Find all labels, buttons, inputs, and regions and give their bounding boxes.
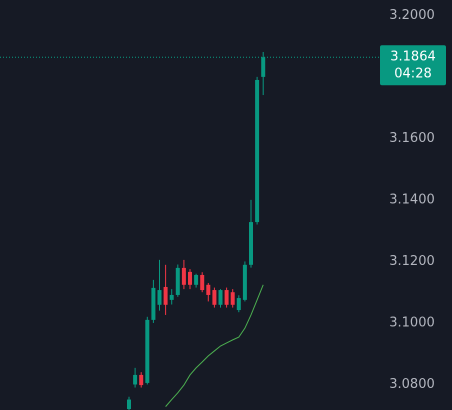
y-tick-label: 3.0800 <box>389 377 435 392</box>
candle-body <box>151 287 156 320</box>
y-tick-label: 3.1600 <box>389 131 435 146</box>
candle-body <box>175 267 180 295</box>
candle-body <box>200 274 205 291</box>
candle-body <box>139 374 144 386</box>
candle-body <box>212 290 217 305</box>
countdown-label: 04:28 <box>394 67 431 82</box>
candle-body <box>255 79 260 223</box>
y-tick-label: 3.2000 <box>389 8 435 23</box>
y-tick-label: 3.1200 <box>389 254 435 269</box>
candle-body <box>169 294 174 300</box>
candle-body <box>236 298 241 311</box>
candle-body <box>242 264 247 300</box>
candle-body <box>261 57 266 77</box>
y-tick-label: 3.1000 <box>389 315 435 330</box>
candle-body <box>218 290 223 305</box>
candle-body <box>224 290 229 305</box>
candle-body <box>145 319 150 383</box>
candle-body <box>163 286 168 305</box>
candle-body <box>230 292 235 305</box>
candle-body <box>249 222 253 265</box>
moving-average <box>165 284 264 407</box>
price-label-box <box>380 45 446 86</box>
candle-body <box>157 290 162 305</box>
last-price-label: 3.1864 <box>390 50 436 65</box>
y-tick-label: 3.1400 <box>389 192 435 207</box>
candle-body <box>206 284 211 295</box>
candle-body <box>127 399 131 410</box>
candle-body <box>133 374 138 385</box>
candle-body <box>188 271 192 285</box>
candle-body <box>194 274 199 285</box>
candle-body <box>181 267 186 285</box>
